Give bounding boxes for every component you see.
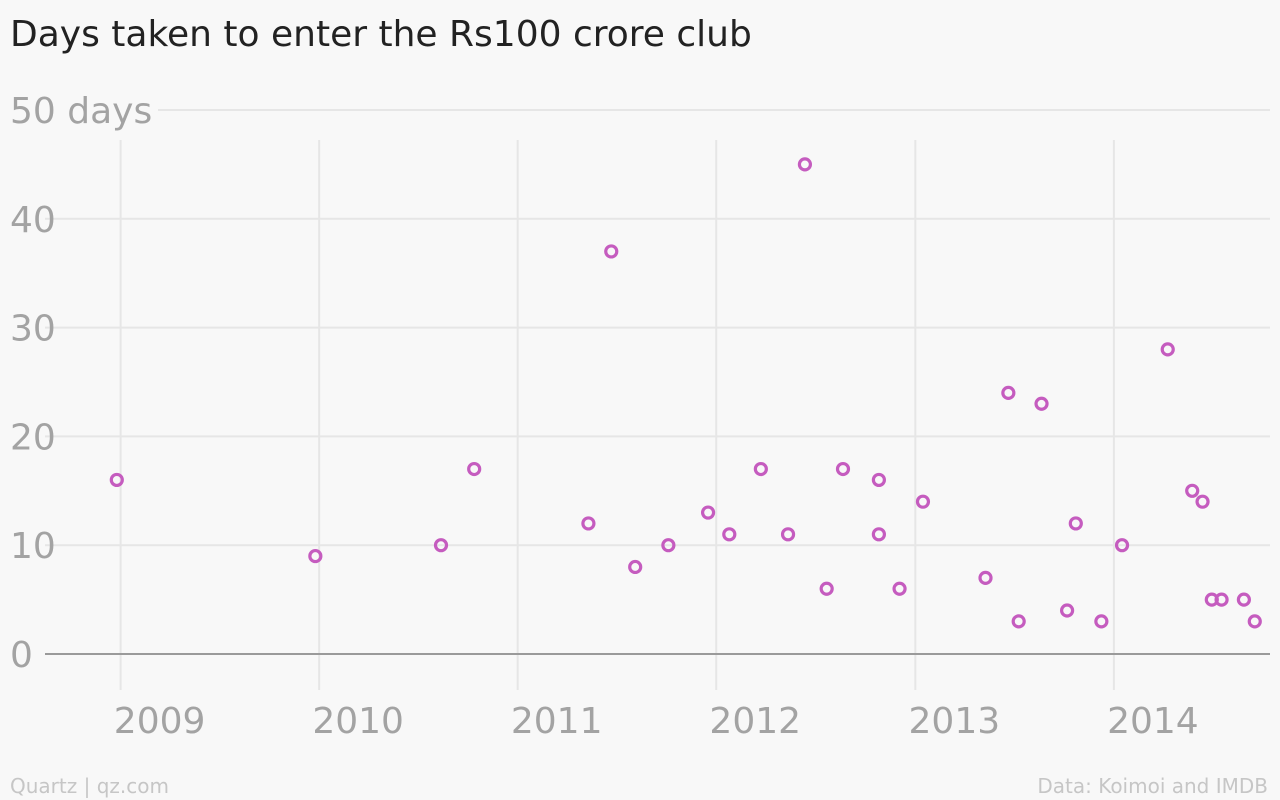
data-point: [604, 244, 619, 259]
x-axis-ticks: 2009 2010 2011 2012 2013 2014: [114, 701, 1199, 742]
data-point: [1011, 614, 1026, 629]
data-point: [1195, 494, 1210, 509]
data-point: [819, 581, 834, 596]
x-tick-label: 2013: [909, 701, 1001, 742]
data-point: [915, 494, 931, 509]
y-tick-label: 30: [10, 309, 56, 350]
data-point: [1068, 516, 1083, 531]
data-point: [780, 527, 796, 542]
data-point: [1247, 614, 1262, 629]
data-point: [871, 527, 886, 542]
y-tick-label: 10: [10, 526, 56, 567]
data-point: [978, 570, 993, 585]
data-point: [581, 516, 596, 531]
data-point: [1114, 538, 1130, 553]
data-point: [467, 461, 482, 477]
chart-title: Days taken to enter the Rs100 crore club: [10, 14, 752, 55]
footer-source-left: Quartz | qz.com: [10, 774, 169, 798]
data-point: [1034, 396, 1049, 411]
y-tick-label: 0: [10, 635, 33, 676]
data-point: [1001, 385, 1016, 400]
data-point: [628, 559, 643, 575]
data-point: [1060, 603, 1075, 618]
data-point: [1214, 592, 1229, 607]
data-point: [308, 548, 323, 564]
data-point: [753, 461, 768, 477]
x-tick-label: 2009: [114, 701, 206, 742]
data-point: [1236, 592, 1251, 607]
y-tick-label: 50 days: [10, 91, 152, 132]
data-point: [1160, 342, 1175, 357]
data-point: [722, 527, 737, 542]
data-point: [835, 461, 851, 477]
data-point: [433, 538, 449, 553]
data-point: [109, 472, 124, 488]
x-tick-label: 2010: [312, 701, 404, 742]
y-tick-label: 40: [10, 200, 56, 241]
x-tick-label: 2014: [1107, 701, 1199, 742]
x-tick-label: 2011: [511, 701, 603, 742]
grid: [45, 109, 1270, 690]
footer-source-right: Data: Koimoi and IMDB: [1037, 774, 1268, 798]
data-point: [1185, 483, 1200, 498]
y-axis-ticks: 0 10 20 30 40 50 days: [10, 91, 152, 676]
y-tick-label: 20: [10, 417, 56, 458]
data-points: [109, 157, 1262, 629]
data-point: [700, 505, 716, 520]
data-point: [892, 581, 907, 596]
data-point: [1094, 614, 1109, 629]
data-point: [797, 157, 813, 172]
data-point: [661, 538, 676, 553]
x-tick-label: 2012: [709, 701, 801, 742]
data-point: [871, 472, 886, 488]
